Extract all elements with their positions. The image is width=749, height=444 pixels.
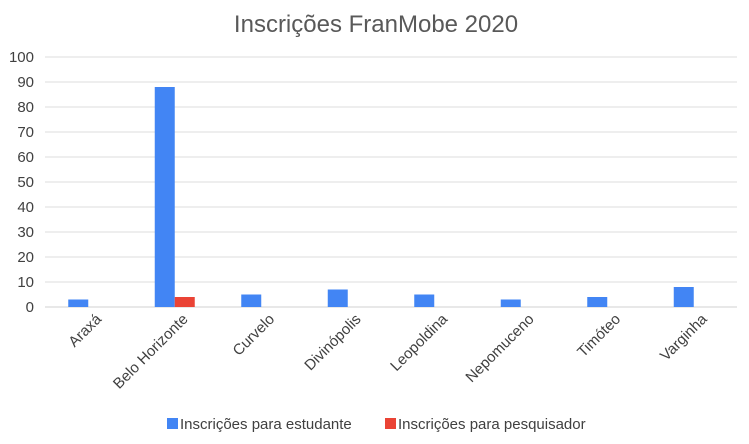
y-tick-label: 90 bbox=[17, 74, 34, 91]
y-axis: 0 10 20 30 40 50 60 70 80 90 100 bbox=[9, 49, 34, 316]
x-tick-label: Varginha bbox=[657, 310, 711, 364]
y-tick-label: 60 bbox=[17, 149, 34, 166]
bar-estudante bbox=[241, 294, 262, 307]
x-tick-label: Curvelo bbox=[230, 311, 279, 360]
x-axis: Araxá Belo Horizonte Curvelo Divinópolis Leo… bbox=[65, 310, 711, 392]
gridlines bbox=[45, 56, 737, 308]
x-tick-label: Divinópolis bbox=[301, 311, 364, 374]
chart-title: Inscrições FranMobe 2020 bbox=[234, 11, 518, 38]
bars bbox=[68, 87, 694, 307]
legend-label: Inscrições para pesquisador bbox=[398, 416, 586, 433]
y-tick-label: 40 bbox=[17, 199, 34, 216]
y-tick-label: 70 bbox=[17, 124, 34, 141]
legend-swatch bbox=[167, 418, 178, 429]
bar-estudante bbox=[327, 289, 348, 307]
y-tick-label: 80 bbox=[17, 99, 34, 116]
bar-estudante bbox=[414, 294, 435, 307]
x-tick-label: Araxá bbox=[65, 310, 105, 350]
y-tick-label: 10 bbox=[17, 274, 34, 291]
y-tick-label: 100 bbox=[9, 49, 34, 66]
x-tick-label: Belo Horizonte bbox=[110, 311, 192, 393]
y-tick-label: 0 bbox=[26, 299, 34, 316]
legend-label: Inscrições para estudante bbox=[180, 416, 352, 433]
bar-estudante bbox=[673, 287, 694, 307]
bar-estudante bbox=[500, 299, 521, 307]
y-tick-label: 30 bbox=[17, 224, 34, 241]
bar-pesquisador bbox=[174, 297, 195, 307]
x-tick-label: Nepomuceno bbox=[462, 311, 537, 386]
bar-estudante bbox=[587, 297, 608, 307]
legend-swatch bbox=[385, 418, 396, 429]
bar-estudante bbox=[68, 299, 89, 307]
legend: Inscrições para estudante Inscrições para… bbox=[167, 416, 586, 433]
y-tick-label: 20 bbox=[17, 249, 34, 266]
x-tick-label: Timóteo bbox=[574, 311, 624, 361]
y-tick-label: 50 bbox=[17, 174, 34, 191]
bar-estudante bbox=[154, 87, 175, 307]
x-tick-label: Leopoldina bbox=[387, 310, 451, 374]
